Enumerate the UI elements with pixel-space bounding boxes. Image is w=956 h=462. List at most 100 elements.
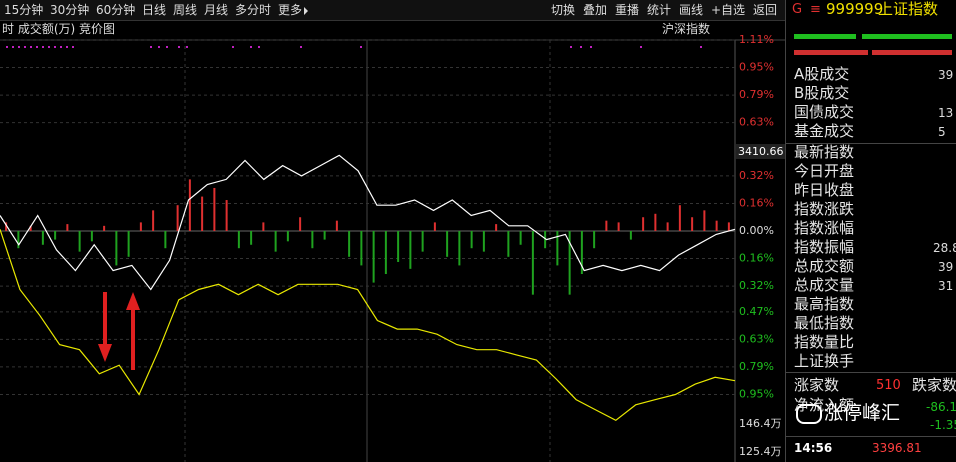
action-button[interactable]: 返回: [753, 3, 778, 17]
price-label-bg: [736, 144, 785, 159]
change-bar: [29, 225, 32, 231]
flow-value-2: -1.35: [930, 418, 956, 432]
toolbar: 15分钟 30分钟 60分钟 日线 周线 月线 多分时 更多 返回 +自选 画线 统计 重播 叠加 切换: [0, 0, 785, 21]
period-tab[interactable]: 日线: [142, 3, 167, 17]
action-button[interactable]: 重播: [615, 3, 640, 17]
action-button[interactable]: 切换: [551, 3, 576, 17]
y-tick-label: 0.16%: [739, 252, 774, 265]
arrows: [98, 292, 140, 370]
period-tab[interactable]: 60分钟: [96, 3, 136, 17]
tick-price: 3396.81: [872, 441, 922, 455]
menu-icon[interactable]: ≡: [810, 2, 821, 17]
change-bar: [360, 231, 363, 266]
y-tick-label: 0.16%: [739, 196, 774, 209]
volume-label: 125.4万: [739, 445, 782, 458]
y-tick-label: 0.47%: [739, 305, 774, 318]
change-bar: [458, 231, 461, 266]
change-bar: [678, 205, 681, 231]
change-bar: [495, 224, 498, 231]
change-bar: [727, 222, 730, 231]
g-icon[interactable]: G: [792, 2, 803, 17]
y-tick-label: 0.32%: [739, 169, 774, 182]
action-button[interactable]: 叠加: [583, 3, 608, 17]
action-button[interactable]: +自选: [711, 3, 746, 17]
change-bar: [213, 187, 216, 231]
change-bar: [286, 231, 289, 242]
change-bar: [176, 205, 179, 231]
y-tick-label: 0.63%: [739, 116, 774, 129]
quote-panel: G ≡ 999999 上证指数 涨家数 510 跌家数 净流入额 -86.14 …: [785, 0, 956, 462]
period-tab[interactable]: 15分钟: [4, 3, 44, 17]
separator: [786, 143, 956, 144]
code: 999999: [826, 0, 884, 18]
change-bar: [654, 213, 657, 231]
chart-header-right[interactable]: 沪深指数: [662, 22, 711, 36]
field-label: 今日开盘: [794, 162, 855, 180]
change-bar: [629, 231, 632, 240]
change-bar: [299, 217, 302, 231]
period-tab[interactable]: 更多: [278, 3, 303, 17]
action-button[interactable]: 画线: [679, 3, 704, 17]
change-bar: [433, 222, 436, 231]
strength-bar: [794, 34, 856, 39]
field-label: A股成交: [794, 65, 850, 83]
change-bar: [372, 231, 375, 283]
change-bar: [446, 231, 449, 257]
change-bar: [421, 231, 424, 252]
field-label: 指数量比: [794, 333, 855, 351]
change-bar: [188, 179, 191, 231]
period-tab[interactable]: 多分时: [235, 3, 272, 17]
action-button[interactable]: 统计: [647, 3, 672, 17]
change-bar: [262, 222, 265, 231]
field-label: B股成交: [794, 84, 850, 102]
change-bar: [666, 222, 669, 231]
change-bar: [54, 231, 57, 240]
change-bar: [409, 231, 412, 269]
change-bar: [397, 231, 400, 262]
change-bar: [519, 231, 522, 245]
change-bar: [617, 222, 620, 231]
change-bar: [250, 231, 253, 245]
y-tick-label: 0.95%: [739, 61, 774, 74]
change-bar: [311, 231, 314, 249]
change-bar: [335, 220, 338, 231]
period-tab[interactable]: 周线: [173, 3, 198, 17]
name: 上证指数: [878, 0, 939, 18]
change-bar: [237, 231, 240, 249]
field-label: 总成交额: [794, 257, 855, 275]
change-bar: [715, 220, 718, 231]
period-tab[interactable]: 30分钟: [50, 3, 90, 17]
up-count: 510: [876, 378, 901, 393]
change-bar: [348, 231, 351, 257]
change-bar: [201, 196, 204, 231]
flow-value: -86.14: [926, 400, 956, 414]
change-bar: [41, 231, 44, 245]
change-bar: [90, 231, 93, 242]
flow-label: 净流入额: [794, 396, 855, 414]
chart: 1.11% 0.95% 0.79% 0.63% 0.32% 0.16% 0.00% 0.16%…: [0, 33, 785, 462]
field-label: 指数涨跌: [794, 200, 855, 218]
volume-label: 146.4万: [739, 417, 782, 430]
y-tick-label: 1.11%: [739, 33, 774, 46]
change-bar: [642, 217, 645, 231]
tick-time: 14:56: [794, 441, 833, 455]
y-tick-label: 0.00%: [739, 224, 774, 237]
change-bar: [115, 231, 118, 266]
change-bar: [17, 231, 20, 249]
field-value: 31: [938, 279, 954, 293]
down-label: 跌家数: [912, 376, 956, 394]
change-bar: [482, 231, 485, 252]
change-bar: [568, 231, 571, 295]
field-label: 指数振幅: [794, 238, 855, 256]
chart-header: 时 成交额(万) 竞价图: [2, 22, 115, 36]
change-bar: [103, 225, 106, 231]
field-label: 指数涨幅: [794, 219, 855, 237]
period-tab[interactable]: 月线: [204, 3, 229, 17]
change-bar: [691, 217, 694, 231]
y-tick-label: 0.79%: [739, 88, 774, 101]
change-bar: [164, 231, 167, 249]
separator: [786, 372, 956, 373]
field-label: 最高指数: [794, 295, 855, 313]
change-bar: [544, 231, 547, 249]
